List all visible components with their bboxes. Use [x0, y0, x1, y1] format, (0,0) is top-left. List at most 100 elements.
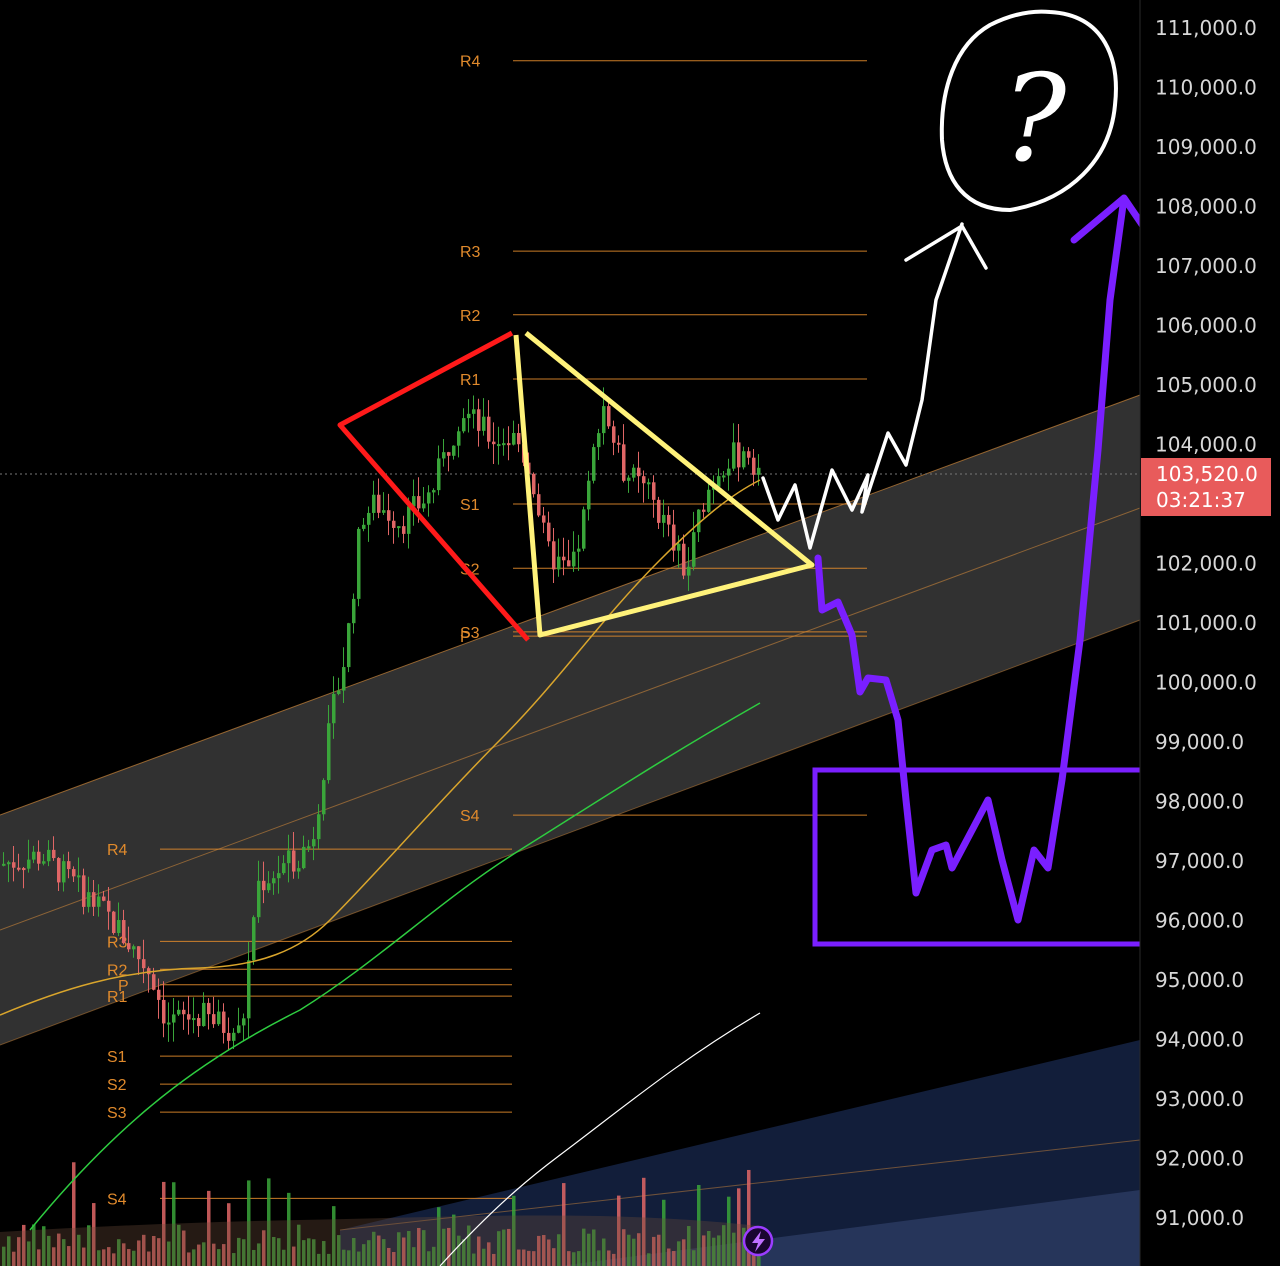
- candle-body: [652, 482, 656, 500]
- candle-body: [542, 515, 546, 523]
- volume-bar: [292, 1246, 296, 1266]
- volume-bar: [187, 1252, 191, 1266]
- candle-body: [267, 883, 271, 891]
- volume-bar: [627, 1234, 631, 1266]
- volume-bar: [507, 1228, 511, 1266]
- volume-bar: [357, 1251, 361, 1266]
- volume-bar: [127, 1249, 131, 1266]
- volume-bar: [722, 1225, 726, 1266]
- volume-bar: [207, 1190, 211, 1266]
- candle-body: [52, 849, 56, 859]
- volume-bar: [122, 1243, 126, 1266]
- candle-body: [32, 851, 36, 860]
- candle-body: [62, 861, 66, 883]
- volume-bar: [162, 1181, 166, 1266]
- candle-body: [657, 499, 661, 523]
- candle-body: [512, 432, 516, 445]
- candle-body: [487, 416, 491, 442]
- y-tick-label: 105,000.0: [1155, 373, 1257, 397]
- volume-bar: [247, 1180, 251, 1266]
- candle-body: [617, 442, 621, 445]
- candle-body: [572, 551, 576, 567]
- volume-bar: [297, 1224, 301, 1266]
- volume-bar: [217, 1249, 221, 1266]
- pivot-label: S4: [107, 1191, 127, 1208]
- candle-body: [72, 869, 76, 877]
- candle-body: [537, 494, 541, 516]
- candle-body: [752, 457, 756, 475]
- volume-bar: [252, 1249, 256, 1266]
- candle-body: [202, 1002, 206, 1027]
- volume-bar: [342, 1249, 346, 1266]
- volume-bar: [447, 1227, 451, 1266]
- volume-bar: [77, 1234, 81, 1266]
- volume-bar: [432, 1246, 436, 1266]
- candle-body: [107, 900, 111, 912]
- volume-bar: [182, 1230, 186, 1266]
- volume-bar: [697, 1184, 701, 1266]
- candle-body: [387, 510, 391, 521]
- candle-body: [42, 861, 46, 864]
- candle-body: [437, 458, 441, 491]
- volume-bar: [672, 1251, 676, 1266]
- pivot-label: S1: [460, 497, 480, 514]
- ma-short-line: [0, 479, 761, 1016]
- candle-body: [687, 566, 691, 576]
- candle-body: [582, 509, 586, 549]
- volume-bar: [747, 1169, 751, 1266]
- volume-bar: [517, 1249, 521, 1266]
- candle-body: [412, 496, 416, 507]
- volume-bar: [582, 1228, 586, 1266]
- candle-body: [577, 548, 581, 552]
- volume-bars: [0, 1162, 761, 1266]
- candle-body: [282, 863, 286, 874]
- volume-bar: [717, 1235, 721, 1266]
- volume-bar: [177, 1224, 181, 1266]
- candle-body: [567, 560, 571, 567]
- yellow-triangle-drawing: [513, 331, 815, 638]
- candle-body: [77, 875, 81, 878]
- volume-bar: [602, 1238, 606, 1266]
- volume-bar: [482, 1248, 486, 1266]
- candle-body: [722, 475, 726, 478]
- volume-bar: [417, 1227, 421, 1266]
- ma-long-line: [439, 1012, 761, 1266]
- candle-body: [327, 723, 331, 781]
- candle-body: [147, 968, 151, 975]
- volume-bar: [512, 1195, 516, 1266]
- pivot-label: S3: [460, 625, 480, 642]
- volume-bar: [392, 1251, 396, 1266]
- volume-bar: [457, 1235, 461, 1266]
- volume-bar: [332, 1206, 336, 1266]
- volume-bar: [557, 1234, 561, 1266]
- volume-bar: [222, 1244, 226, 1266]
- volume-bar: [2, 1246, 6, 1266]
- candle-body: [177, 1009, 181, 1015]
- y-tick-label: 91,000.0: [1155, 1206, 1244, 1230]
- volume-bar: [437, 1207, 441, 1266]
- candle-body: [92, 892, 96, 907]
- price-axis[interactable]: 111,000.0 110,000.0 109,000.0 108,000.0 107,…: [1155, 16, 1257, 1230]
- candle-body: [357, 528, 361, 599]
- candle-body: [207, 1002, 211, 1015]
- candle-body: [607, 406, 611, 427]
- volume-bar: [617, 1195, 621, 1266]
- volume-bar: [492, 1253, 496, 1266]
- candle-body: [337, 690, 341, 694]
- volume-bar: [67, 1246, 71, 1266]
- volume-bar: [257, 1243, 261, 1266]
- candle-body: [102, 896, 106, 901]
- volume-bar: [632, 1238, 636, 1266]
- volume-bar: [7, 1236, 11, 1266]
- volume-bar: [577, 1251, 581, 1266]
- candle-body: [312, 839, 316, 847]
- candle-body: [232, 1032, 236, 1041]
- lightning-icon[interactable]: [742, 1225, 774, 1257]
- candle-body: [552, 541, 556, 570]
- volume-bar: [12, 1251, 16, 1266]
- volume-bar: [642, 1177, 646, 1266]
- candle-body: [442, 452, 446, 459]
- volume-bar: [412, 1247, 416, 1266]
- volume-bar: [497, 1231, 501, 1266]
